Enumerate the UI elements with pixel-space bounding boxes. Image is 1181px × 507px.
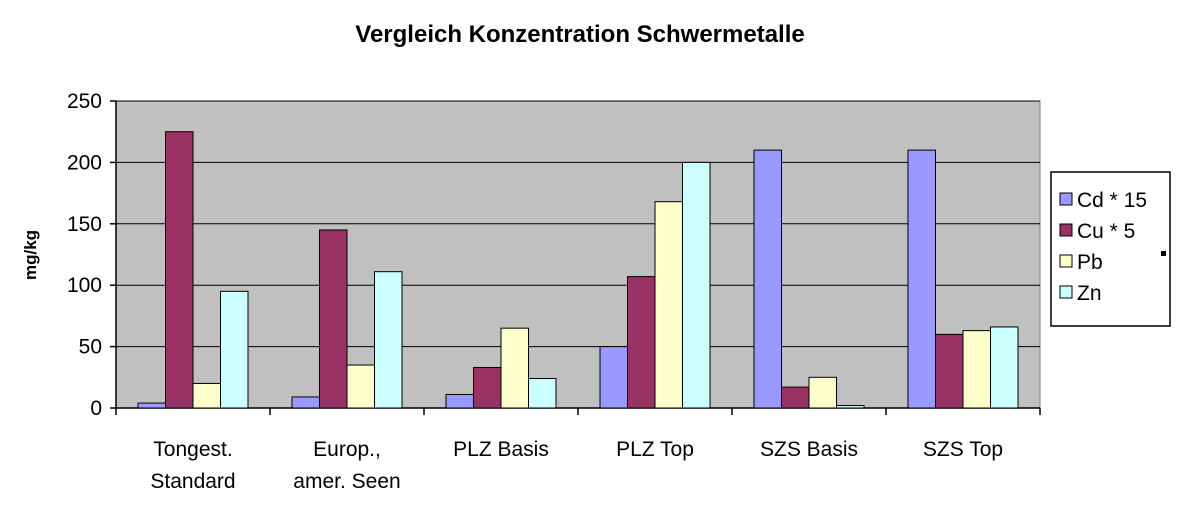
chart-title: Vergleich Konzentration Schwermetalle xyxy=(355,21,804,48)
y-axis: 0 50 100 150 200 250 xyxy=(67,90,117,420)
legend-swatch xyxy=(1059,223,1073,237)
x-tick-label: PLZ Basis xyxy=(453,438,549,461)
legend-swatch xyxy=(1059,192,1073,206)
legend-entry: Cu * 5 xyxy=(1077,220,1135,243)
x-tick-label: SZS Basis xyxy=(760,438,858,461)
legend-swatch xyxy=(1059,285,1073,299)
bar xyxy=(781,386,810,409)
bar xyxy=(836,405,865,409)
bar xyxy=(445,393,474,409)
bar xyxy=(935,333,964,409)
y-tick-label: 200 xyxy=(67,151,102,174)
plot-area xyxy=(115,100,1041,409)
y-tick-label: 0 xyxy=(90,397,102,420)
legend-entry: Zn xyxy=(1077,282,1102,305)
legend[interactable]: Cd * 15 Cu * 5 Pb Zn xyxy=(1050,171,1171,327)
y-axis-label: mg/kg xyxy=(21,230,40,280)
legend-entry: Pb xyxy=(1077,251,1103,274)
bar xyxy=(500,327,529,409)
bar xyxy=(654,201,683,409)
y-tick-label: 100 xyxy=(67,274,102,297)
bar xyxy=(319,229,348,409)
x-tick-label: SZS Top xyxy=(923,438,1003,461)
bar xyxy=(192,382,221,409)
bar xyxy=(374,271,403,409)
plot-background xyxy=(115,100,1041,409)
stray-dot xyxy=(1161,251,1166,256)
bar xyxy=(165,131,194,409)
y-tick-label: 250 xyxy=(67,90,102,113)
x-tick-label: Europ., amer. Seen xyxy=(293,438,400,493)
bar xyxy=(528,378,557,409)
x-axis: Tongest. Standard Europ., amer. Seen PLZ Bas… xyxy=(115,407,1041,493)
y-tick-label: 150 xyxy=(67,213,102,236)
bar xyxy=(808,376,837,409)
legend-entry: Cd * 15 xyxy=(1077,189,1147,212)
bar xyxy=(137,402,166,409)
bar xyxy=(682,161,711,409)
bar xyxy=(473,366,502,409)
x-tick-label: PLZ Top xyxy=(616,438,694,461)
x-tick-label: Tongest. Standard xyxy=(150,438,235,493)
y-tick-label: 50 xyxy=(79,336,102,359)
bar xyxy=(627,276,656,409)
bar xyxy=(990,326,1019,409)
bar xyxy=(753,149,782,409)
bar xyxy=(962,330,991,409)
bar xyxy=(346,364,375,409)
bar xyxy=(291,396,320,409)
bars xyxy=(137,131,1019,409)
bar xyxy=(220,290,249,409)
legend-swatch xyxy=(1059,254,1073,268)
bar xyxy=(907,149,936,409)
bar xyxy=(599,346,628,409)
